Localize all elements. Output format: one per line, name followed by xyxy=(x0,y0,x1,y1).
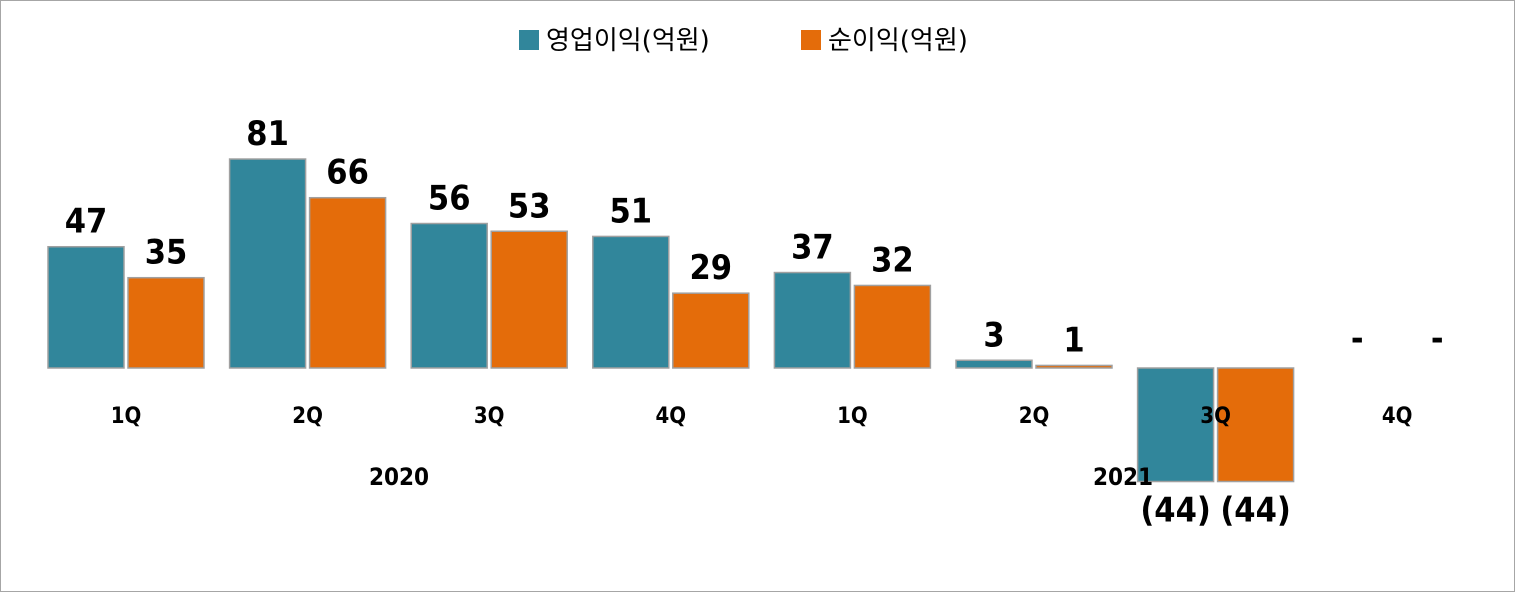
data-label-s2-c5: 32 xyxy=(871,240,914,280)
bar-s2-c7 xyxy=(1216,367,1295,483)
x-axis-tick-labels: 1Q 2Q 3Q 4Q 1Q 2Q 3Q 4Q xyxy=(111,404,1413,429)
bar-s1-c6 xyxy=(955,359,1033,369)
data-label-s1-c8: - xyxy=(1351,319,1364,359)
data-label-s2-c4: 29 xyxy=(690,248,733,288)
x-tick-label-2: 2Q xyxy=(292,404,323,429)
x-tick-label-6: 2Q xyxy=(1019,404,1050,429)
bar-s2-c1 xyxy=(127,276,205,369)
bar-s1-c7 xyxy=(1136,367,1215,483)
x-tick-label-3: 3Q xyxy=(474,404,505,429)
x-group-label-2021: 2021 xyxy=(1093,463,1153,491)
data-labels: 47 35 81 66 56 53 51 29 37 32 3 1 (44) (44) - - xyxy=(65,114,1444,531)
data-label-s2-c2: 66 xyxy=(326,153,369,193)
bar-s2-c5 xyxy=(853,284,932,369)
data-label-s2-c3: 53 xyxy=(508,186,551,226)
legend-swatch-1 xyxy=(519,30,539,50)
x-axis-group-labels: 2020 2021 xyxy=(369,463,1153,491)
x-tick-label-7: 3Q xyxy=(1200,404,1231,429)
data-label-s2-c7: (44) xyxy=(1220,491,1291,531)
data-label-s2-c6: 1 xyxy=(1063,320,1084,360)
x-tick-label-5: 1Q xyxy=(837,404,868,429)
bar-s2-c6 xyxy=(1035,364,1113,369)
legend: 영업이익(억원) 순이익(억원) xyxy=(519,26,968,56)
data-label-s2-c8: - xyxy=(1431,319,1444,359)
bar-s1-c2 xyxy=(228,158,307,369)
x-group-label-2020: 2020 xyxy=(369,463,429,491)
bar-s1-c3 xyxy=(410,222,488,369)
data-label-s2-c1: 35 xyxy=(145,233,188,273)
data-label-s1-c1: 47 xyxy=(65,202,108,242)
bar-s2-c3 xyxy=(490,230,568,369)
x-tick-label-8: 4Q xyxy=(1382,404,1413,429)
data-label-s1-c2: 81 xyxy=(246,114,289,154)
data-label-s1-c3: 56 xyxy=(428,179,471,219)
legend-swatch-2 xyxy=(801,30,821,50)
data-label-s1-c4: 51 xyxy=(610,191,653,231)
bar-s1-c4 xyxy=(592,235,670,369)
x-tick-label-4: 4Q xyxy=(656,404,687,429)
data-label-s1-c7: (44) xyxy=(1140,491,1211,531)
data-label-s1-c6: 3 xyxy=(983,315,1004,355)
data-label-s1-c5: 37 xyxy=(791,228,834,268)
bar-s2-c2 xyxy=(308,196,387,369)
legend-label-2: 순이익(억원) xyxy=(828,26,968,56)
bar-s1-c5 xyxy=(773,271,852,369)
legend-label-1: 영업이익(억원) xyxy=(546,26,710,56)
x-tick-label-1: 1Q xyxy=(111,404,142,429)
bar-s1-c1 xyxy=(47,245,125,369)
bars xyxy=(47,158,1295,483)
bar-s2-c4 xyxy=(672,292,750,369)
